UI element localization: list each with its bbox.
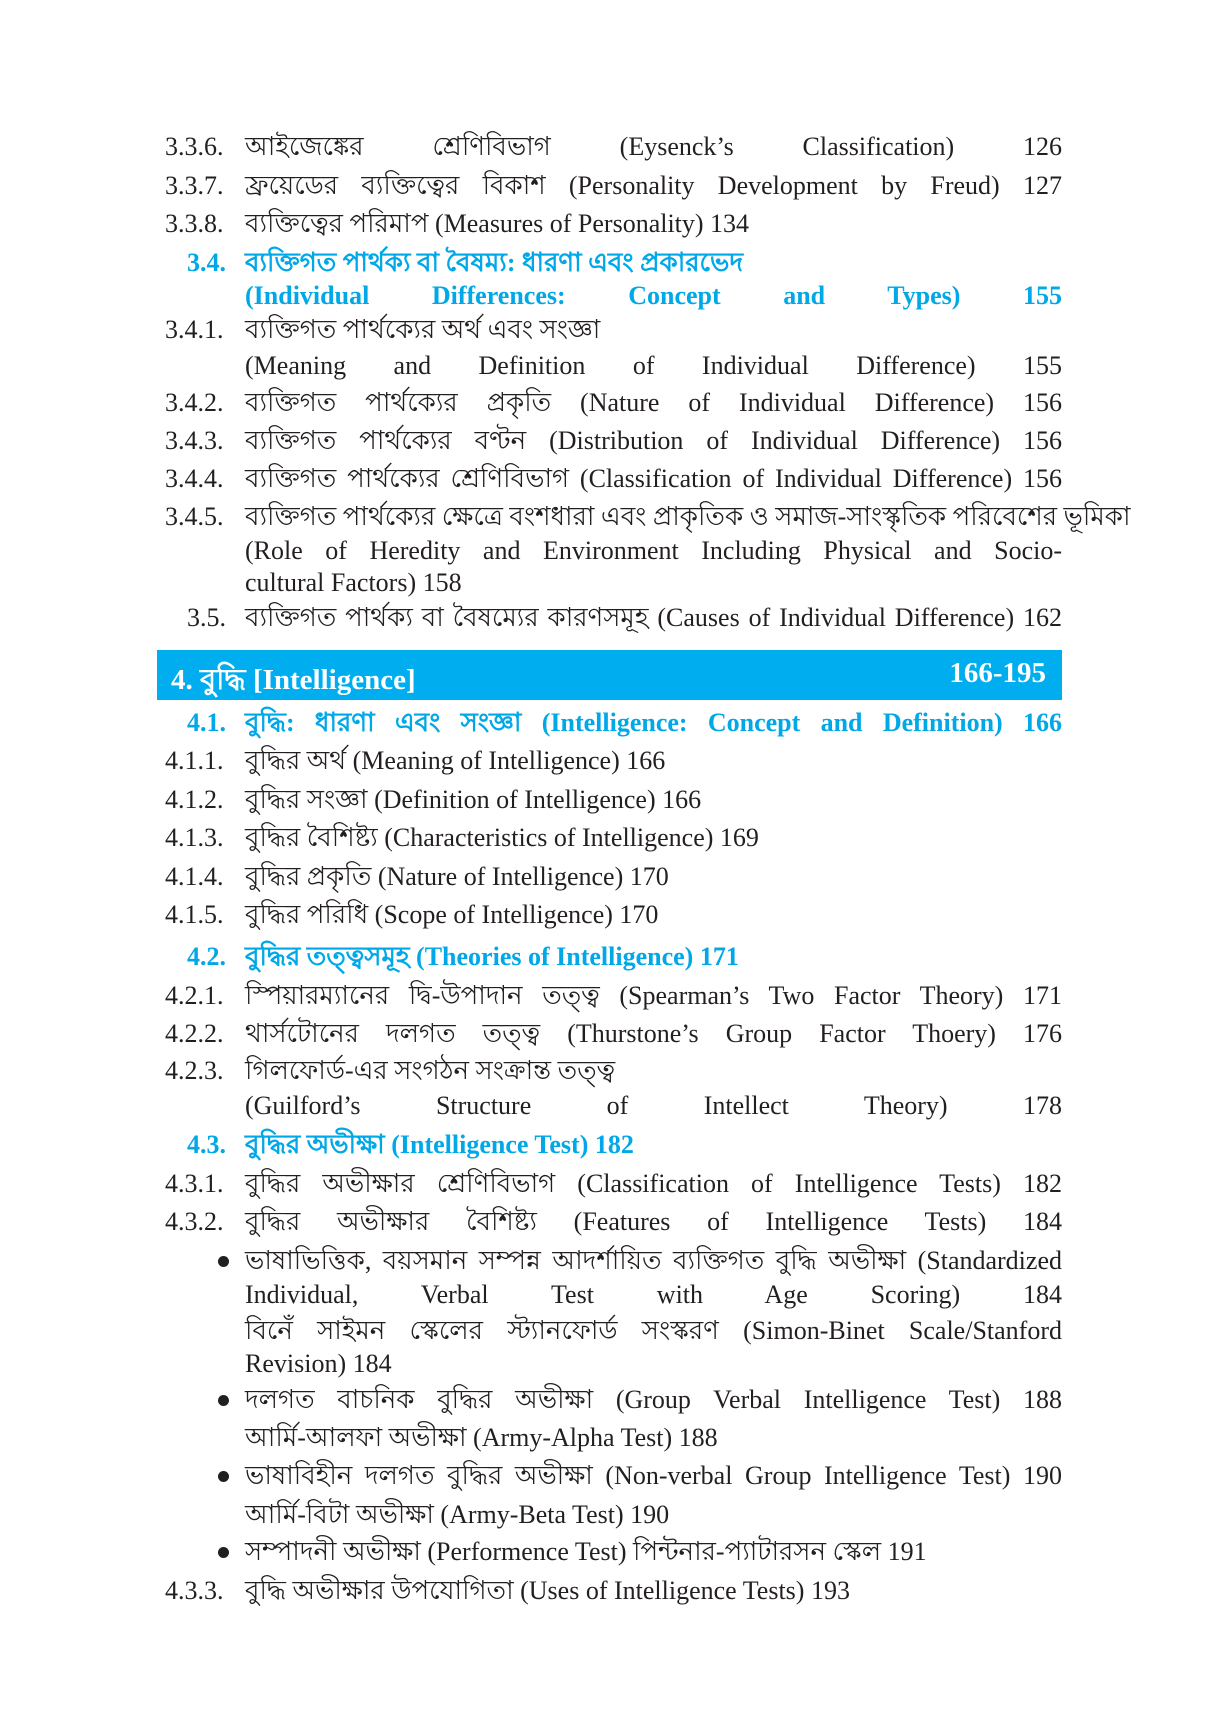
entry-number: 4.3.1. — [165, 1169, 224, 1198]
entry-number: 3.4.5. — [165, 502, 224, 531]
toc-entry-line: বুদ্ধির অভীক্ষার শ্রেণিবিভাগ (Classifica… — [245, 1169, 1062, 1198]
bullet-item-line: বিনেঁ সাইমন স্কেলের স্ট্যানফোর্ড সংস্করণ… — [245, 1316, 1062, 1345]
entry-number: 4.1.4. — [165, 862, 224, 891]
entry-number: 3.5. — [187, 603, 226, 632]
entry-number: 4.3.3. — [165, 1576, 224, 1605]
toc-entry-line: বুদ্ধির প্রকৃতি (Nature of Intelligence)… — [245, 862, 669, 891]
chapter-pages: 166-195 — [949, 657, 1046, 689]
entry-number: 4.2.3. — [165, 1056, 224, 1085]
bullet-icon — [218, 1471, 229, 1482]
bullet-item-line: ভাষাভিত্তিক, বয়সমান সম্পন্ন আদর্শায়িত … — [245, 1246, 1062, 1275]
entry-number: 4.1.3. — [165, 823, 224, 852]
entry-number: 4.1. — [187, 708, 226, 737]
entry-number: 3.4.2. — [165, 388, 224, 417]
toc-entry-line: (Meaning and Definition of Individual Di… — [245, 351, 1062, 380]
toc-entry-line: বুদ্ধির অর্থ (Meaning of Intelligence) 1… — [245, 746, 666, 775]
toc-entry-line: স্পিয়ারম্যানের দ্বি-উপাদান তত্ত্ব (Spea… — [245, 981, 1062, 1010]
toc-entry-line: বুদ্ধির বৈশিষ্ট্য (Characteristics of In… — [245, 823, 759, 852]
toc-entry-line: ব্যক্তিগত পার্থক্যের অর্থ এবং সংজ্ঞা — [245, 315, 601, 344]
chapter-header-band: 4. বুদ্ধি [Intelligence] 166-195 — [157, 650, 1062, 700]
toc-entry-line: cultural Factors) 158 — [245, 568, 462, 597]
toc-entry-line: আইজেঙ্কের শ্রেণিবিভাগ (Eysenck’s Classif… — [245, 132, 1062, 161]
entry-number: 4.1.5. — [165, 900, 224, 929]
entry-number: 3.4.4. — [165, 464, 224, 493]
toc-entry-line: বুদ্ধি অভীক্ষার উপযোগিতা (Uses of Intell… — [245, 1576, 850, 1605]
entry-number: 4.2. — [187, 942, 226, 971]
toc-entry-line: থার্সটোনের দলগত তত্ত্ব (Thurstone’s Grou… — [245, 1019, 1062, 1048]
toc-entry-line: ফ্রয়েডের ব্যক্তিত্বের বিকাশ (Personalit… — [245, 171, 1062, 200]
entry-number: 3.3.6. — [165, 132, 224, 161]
toc-entry-line: বুদ্ধির অভীক্ষার বৈশিষ্ট্য (Features of … — [245, 1207, 1062, 1236]
section-heading: (Individual Differences: Concept and Typ… — [245, 281, 1062, 310]
entry-number: 3.3.8. — [165, 209, 224, 238]
bullet-item-line: দলগত বাচনিক বুদ্ধির অভীক্ষা (Group Verba… — [245, 1385, 1062, 1414]
entry-number: 3.4.1. — [165, 315, 224, 344]
bullet-item-line: আর্মি-আলফা অভীক্ষা (Army-Alpha Test) 188 — [245, 1423, 718, 1452]
toc-entry-line: (Role of Heredity and Environment Includ… — [245, 536, 1062, 565]
section-heading: বুদ্ধির তত্ত্বসমূহ (Theories of Intellig… — [245, 942, 739, 971]
chapter-title: 4. বুদ্ধি [Intelligence] — [171, 664, 416, 696]
bullet-item-line: Revision) 184 — [245, 1349, 392, 1378]
toc-entry-line: বুদ্ধির পরিধি (Scope of Intelligence) 17… — [245, 900, 659, 929]
entry-number: 4.2.1. — [165, 981, 224, 1010]
toc-entry-line: ব্যক্তিগত পার্থক্যের বণ্টন (Distribution… — [245, 426, 1062, 455]
entry-number: 3.3.7. — [165, 171, 224, 200]
section-heading: বুদ্ধির অভীক্ষা (Intelligence Test) 182 — [245, 1130, 634, 1159]
entry-number: 3.4.3. — [165, 426, 224, 455]
bullet-item-line: সম্পাদনী অভীক্ষা (Performence Test) পিন্… — [245, 1537, 927, 1566]
toc-entry-line: ব্যক্তিগত পার্থক্যের প্রকৃতি (Nature of … — [245, 388, 1062, 417]
bullet-icon — [218, 1547, 229, 1558]
toc-entry-line: ব্যক্তিত্বের পরিমাপ (Measures of Persona… — [245, 209, 750, 238]
bullet-item-line: Individual, Verbal Test with Age Scoring… — [245, 1280, 1062, 1309]
entry-number: 4.1.2. — [165, 785, 224, 814]
section-heading: বুদ্ধি: ধারণা এবং সংজ্ঞা (Intelligence: … — [245, 708, 1062, 737]
toc-entry-line: গিলফোর্ড-এর সংগঠন সংক্রান্ত তত্ত্ব — [245, 1056, 616, 1085]
toc-entry-line: (Guilford’s Structure of Intellect Theor… — [245, 1091, 1062, 1120]
bullet-item-line: ভাষাবিহীন দলগত বুদ্ধির অভীক্ষা (Non-verb… — [245, 1461, 1062, 1490]
section-heading: ব্যক্তিগত পার্থক্য বা বৈষম্য: ধারণা এবং … — [245, 248, 744, 277]
entry-number: 4.1.1. — [165, 746, 224, 775]
toc-entry-line: ব্যক্তিগত পার্থক্যের ক্ষেত্রে বংশধারা এব… — [245, 502, 1131, 531]
bullet-icon — [218, 1395, 229, 1406]
bullet-item-line: আর্মি-বিটা অভীক্ষা (Army-Beta Test) 190 — [245, 1500, 670, 1529]
entry-number: 4.3. — [187, 1130, 226, 1159]
toc-entry-line: ব্যক্তিগত পার্থক্যের শ্রেণিবিভাগ (Classi… — [245, 464, 1062, 493]
entry-number: 3.4. — [187, 248, 226, 277]
entry-number: 4.2.2. — [165, 1019, 224, 1048]
toc-entry-line: বুদ্ধির সংজ্ঞা (Definition of Intelligen… — [245, 785, 702, 814]
toc-entry-line: ব্যক্তিগত পার্থক্য বা বৈষম্যের কারণসমূহ … — [245, 603, 1062, 632]
entry-number: 4.3.2. — [165, 1207, 224, 1236]
bullet-icon — [218, 1256, 229, 1267]
